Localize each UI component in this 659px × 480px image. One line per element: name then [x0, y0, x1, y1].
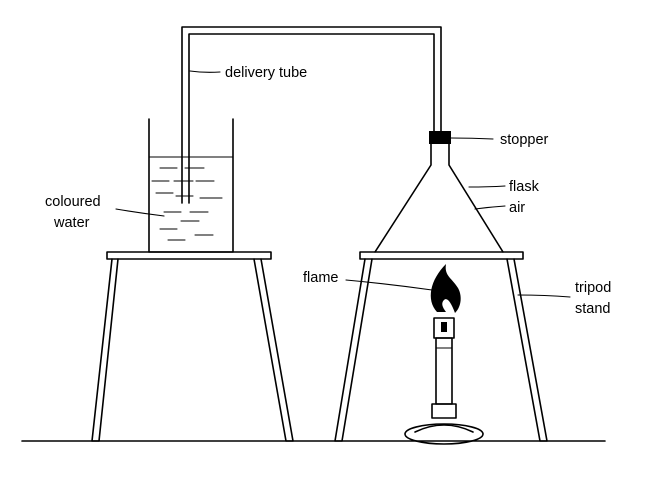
- delivery-tube: [181, 26, 442, 204]
- right-tripod-stand: [334, 251, 548, 442]
- burner-flame: [430, 264, 461, 313]
- right-tripod-leg-right: [506, 258, 548, 442]
- leader-tripod-stand: [517, 294, 571, 298]
- label-water: water: [53, 215, 90, 231]
- leader-flame: [345, 279, 433, 291]
- label-coloured: coloured: [45, 194, 101, 210]
- right-tripod-leg-left: [334, 258, 373, 442]
- leader-coloured-water: [115, 208, 165, 217]
- leader-stopper: [450, 137, 494, 140]
- left-tripod-stand: [91, 251, 294, 442]
- delivery-tube-inner: [188, 33, 435, 204]
- label-air: air: [509, 200, 525, 216]
- flask-outline: [374, 143, 504, 253]
- right-tripod-top: [359, 251, 524, 260]
- burner-gas-inlet: [431, 403, 457, 419]
- stopper-block: [429, 131, 451, 144]
- label-flask: flask: [509, 179, 540, 195]
- delivery-tube-outer: [181, 26, 442, 204]
- beaker-outline: [148, 118, 234, 253]
- left-tripod-leg-left: [91, 258, 119, 442]
- label-stand: stand: [575, 301, 610, 317]
- burner-air-hole: [441, 322, 447, 332]
- label-stopper: stopper: [500, 132, 549, 148]
- beaker: [148, 118, 234, 253]
- leader-air: [474, 205, 506, 210]
- burner-base: [404, 423, 484, 445]
- leader-delivery-tube: [189, 70, 221, 73]
- left-tripod-leg-right: [253, 258, 294, 442]
- label-delivery-tube: delivery tube: [225, 65, 307, 81]
- left-tripod-top: [106, 251, 272, 260]
- label-flame: flame: [303, 270, 338, 286]
- leader-flask: [468, 185, 506, 188]
- label-tripod: tripod: [575, 280, 611, 296]
- coloured-water: [151, 167, 223, 241]
- bunsen-burner: [404, 264, 484, 445]
